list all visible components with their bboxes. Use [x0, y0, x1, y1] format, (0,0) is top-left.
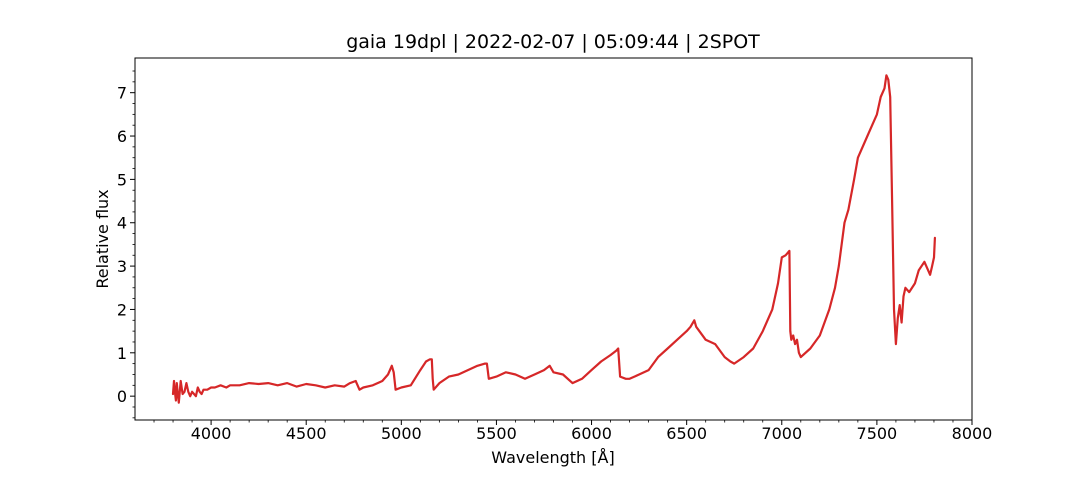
- plot-frame: [134, 57, 973, 421]
- x-tick-label: 8000: [952, 424, 993, 443]
- y-tick-label: 5: [117, 170, 127, 189]
- y-tick-label: 0: [117, 387, 127, 406]
- y-tick-label: 4: [117, 214, 127, 233]
- x-tick-label: 4500: [286, 424, 327, 443]
- series-layer: [171, 74, 936, 404]
- x-tick-label: 7000: [761, 424, 802, 443]
- spectrum-line: [171, 74, 936, 404]
- x-tick-label: 7500: [857, 424, 898, 443]
- y-tick-label: 6: [117, 127, 127, 146]
- axis-ticks: 4000 4500 5000 5500 6000 6500 7000 7500 8000 0 1 2 3…: [117, 70, 993, 443]
- y-tick-label: 2: [117, 300, 127, 319]
- y-axis-title: Relative flux: [93, 189, 112, 288]
- chart-title: gaia 19dpl | 2022-02-07 | 05:09:44 | 2SP…: [346, 31, 760, 53]
- y-tick-label: 1: [117, 344, 127, 363]
- x-tick-label: 6500: [666, 424, 707, 443]
- x-axis-title: Wavelength [Å]: [491, 448, 614, 467]
- x-tick-label: 5500: [476, 424, 517, 443]
- y-tick-label: 3: [117, 257, 127, 276]
- x-tick-label: 6000: [571, 424, 612, 443]
- x-tick-label: 4000: [191, 424, 232, 443]
- y-tick-label: 7: [117, 84, 127, 103]
- x-tick-label: 5000: [381, 424, 422, 443]
